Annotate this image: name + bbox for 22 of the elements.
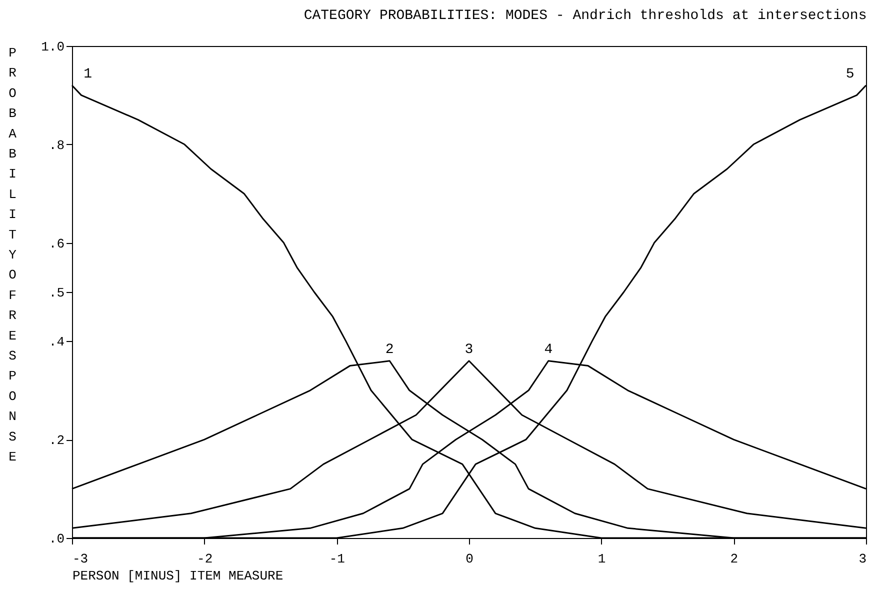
- y-tick-label: .5: [48, 286, 64, 300]
- x-tick-label: 0: [466, 552, 474, 566]
- y-tick-label: 1.0: [41, 40, 64, 54]
- text: PROBABILITY OF RESPONSE: [8, 46, 16, 464]
- x-tick-label: 2: [730, 552, 738, 566]
- y-tick-label: .0: [48, 532, 64, 546]
- y-tick-label: .2: [48, 433, 64, 448]
- y-tick-label: .8: [48, 138, 64, 153]
- x-tick-label: -2: [197, 552, 213, 566]
- x-tick-label: -3: [72, 552, 88, 566]
- y-tick-label: .6: [48, 236, 64, 252]
- series-label: 4: [544, 342, 553, 358]
- x-tick-label: -1: [329, 552, 346, 566]
- series-label: 5: [846, 66, 854, 82]
- y-tick-label: .4: [48, 334, 65, 350]
- series-label: 3: [464, 342, 474, 358]
- series-label: 1: [84, 66, 92, 82]
- x-tick-label: 3: [858, 552, 866, 566]
- x-axis-title: PERSON [MINUS] ITEM MEASURE: [72, 568, 284, 584]
- series-label: 2: [385, 342, 394, 358]
- x-tick-label: 1: [598, 552, 606, 566]
- chart-title: CATEGORY PROBABILITIES: MODES - Andrich thresholds at intersections: [304, 8, 867, 24]
